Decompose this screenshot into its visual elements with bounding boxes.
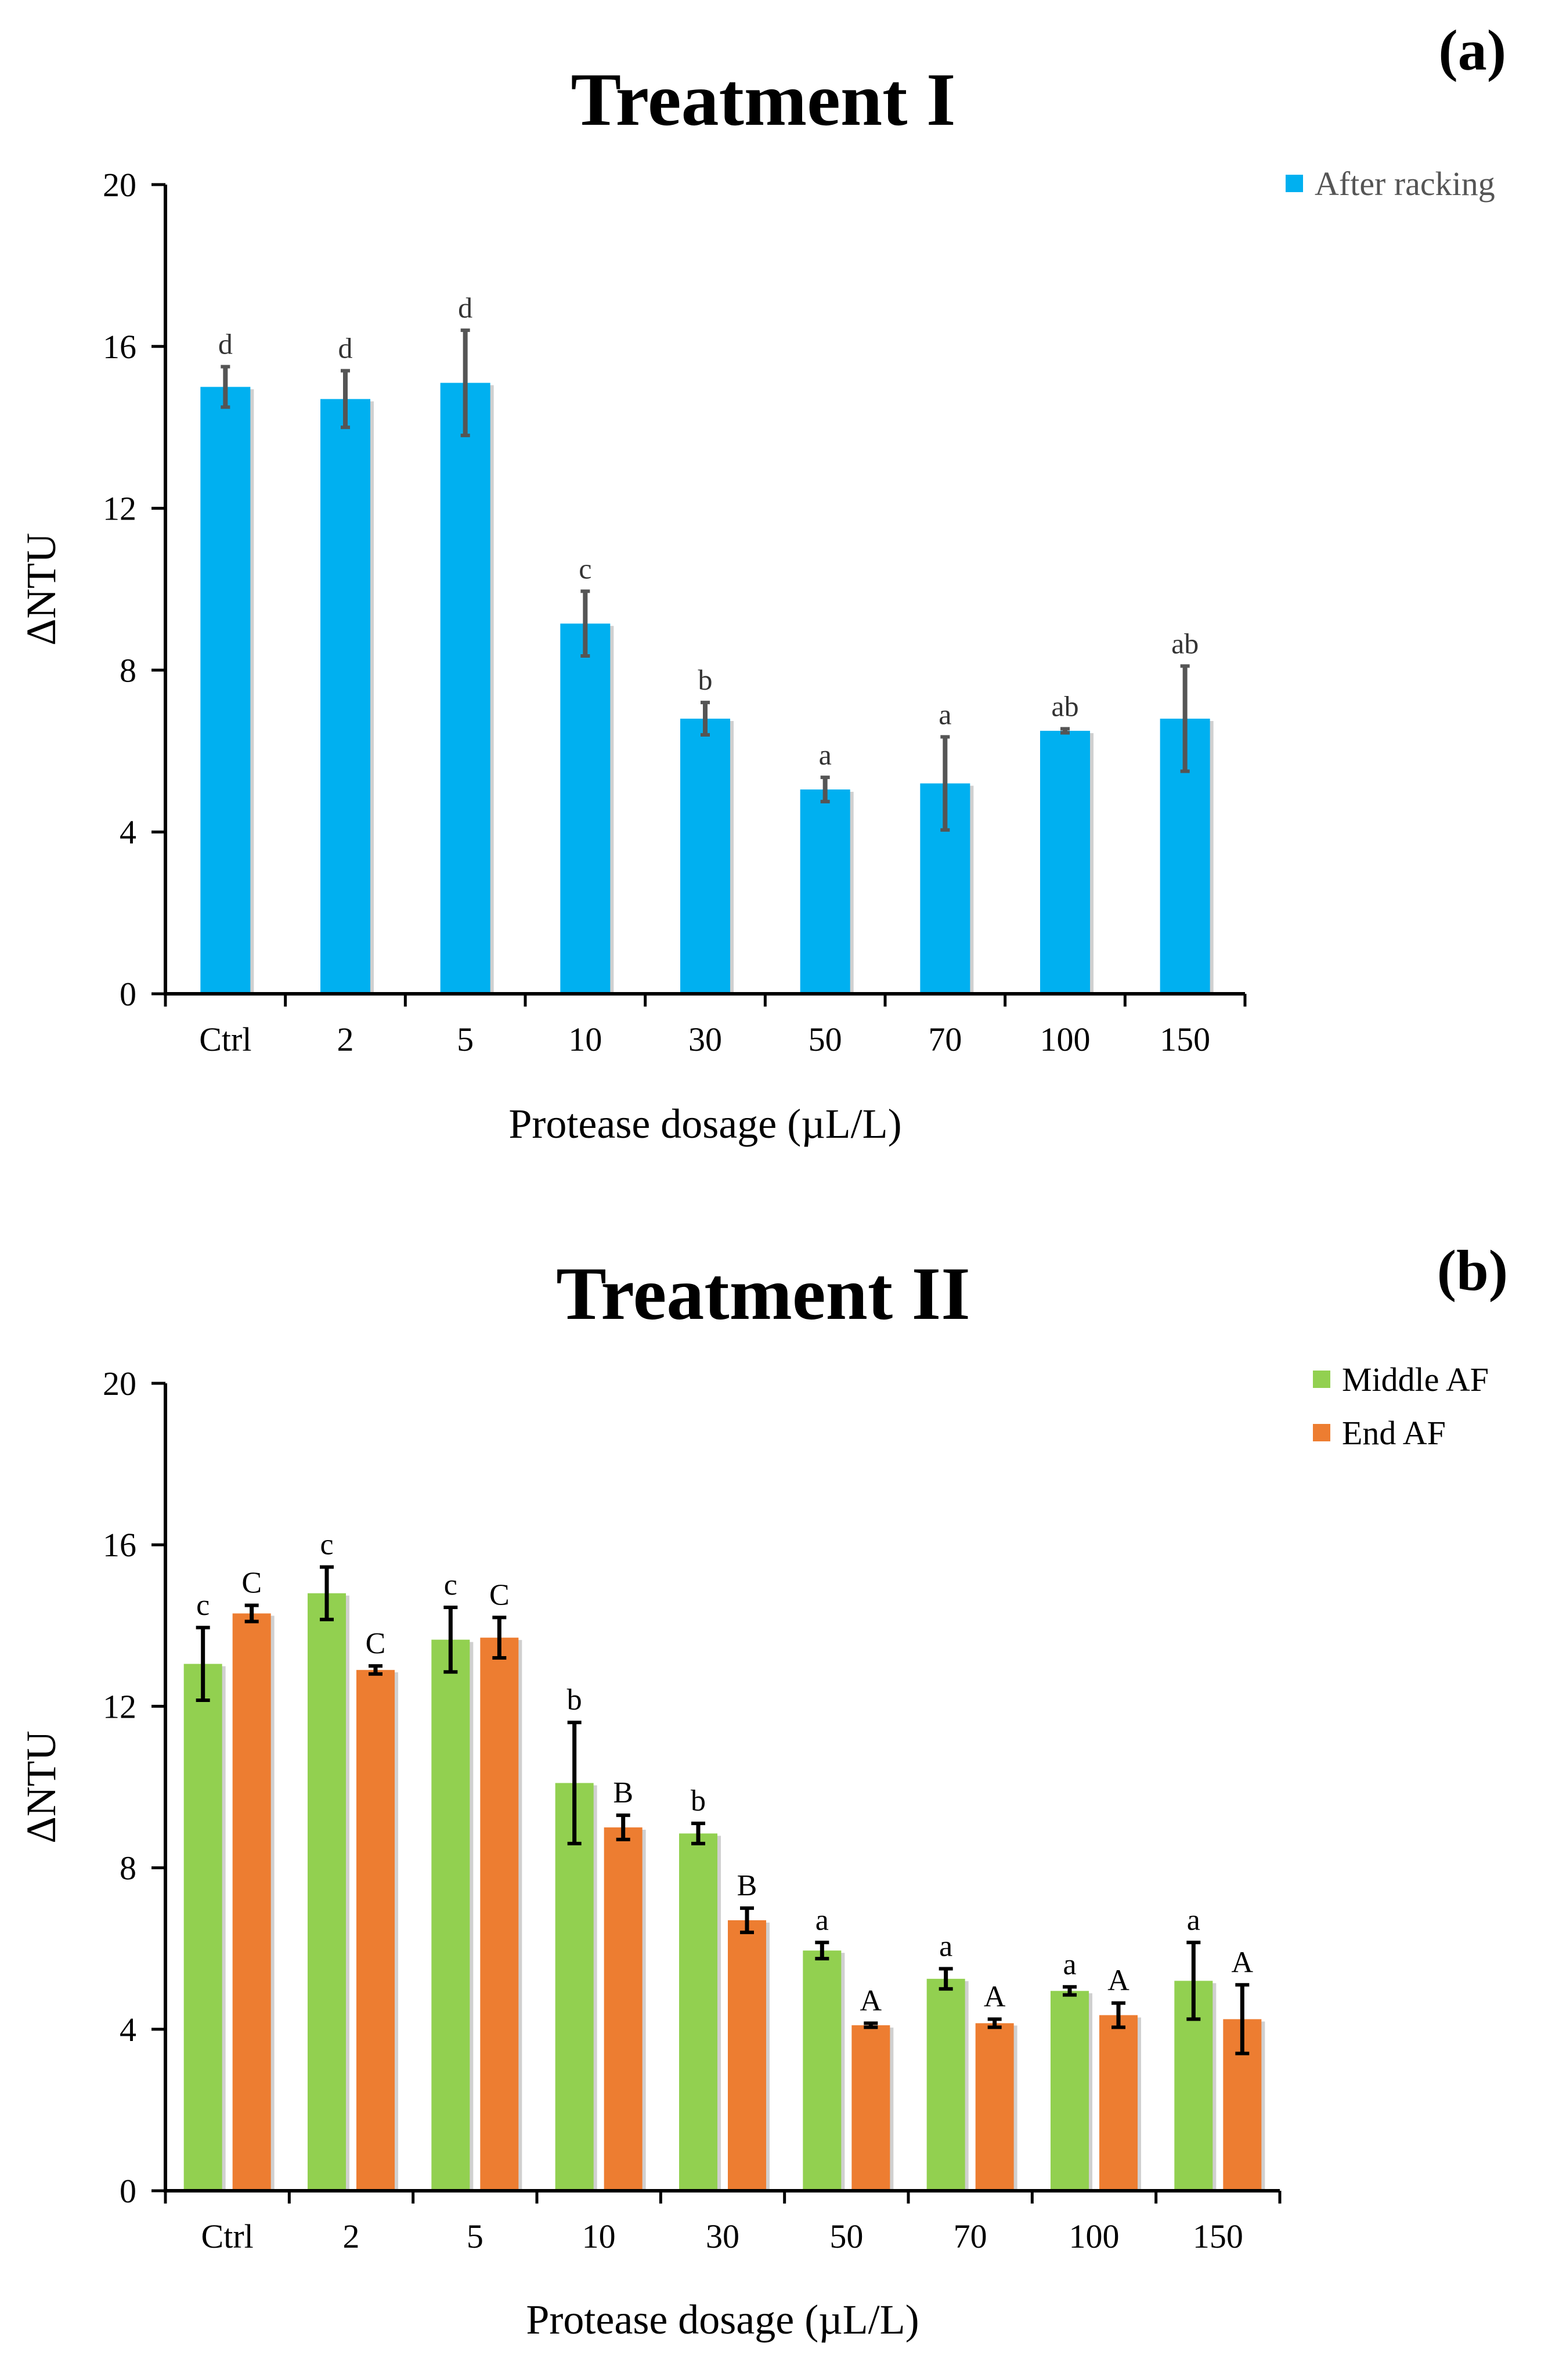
significance-label: b — [698, 663, 713, 696]
y-tick-label: 12 — [103, 1687, 136, 1725]
x-tick-label: Ctrl — [199, 1020, 251, 1058]
panel-label: (a) — [1438, 18, 1506, 82]
significance-label: ab — [1171, 627, 1199, 659]
significance-label: A — [1107, 1964, 1129, 1997]
x-tick-label: 150 — [1193, 2217, 1243, 2255]
legend-label: After racking — [1315, 165, 1495, 203]
bar — [308, 1593, 346, 2191]
y-tick-label: 16 — [103, 328, 136, 366]
bar — [356, 1669, 395, 2191]
significance-label: ab — [1051, 690, 1078, 722]
significance-label: c — [320, 1528, 333, 1561]
significance-label: d — [218, 328, 233, 360]
significance-label: a — [939, 698, 951, 730]
bar — [200, 387, 251, 994]
significance-label: a — [1063, 1948, 1076, 1981]
significance-label: B — [613, 1776, 633, 1809]
bar — [679, 1833, 717, 2191]
x-tick-label: 50 — [809, 1020, 842, 1058]
bar — [431, 1639, 470, 2191]
bar — [604, 1827, 643, 2191]
bar — [560, 623, 611, 994]
x-tick-label: 10 — [568, 1020, 602, 1058]
y-tick-label: 4 — [120, 813, 136, 851]
x-tick-label: 100 — [1069, 2217, 1120, 2255]
x-axis-label: Protease dosage (µL/L) — [526, 2296, 919, 2343]
bar — [1040, 730, 1090, 994]
y-tick-label: 8 — [120, 651, 136, 689]
significance-label: a — [1187, 1903, 1200, 1937]
significance-label: B — [737, 1869, 757, 1902]
panel-label: (b) — [1437, 1238, 1508, 1303]
y-tick-label: 0 — [120, 2172, 136, 2210]
bar — [680, 719, 730, 994]
significance-label: c — [579, 552, 591, 585]
significance-label: C — [366, 1627, 386, 1660]
significance-label: a — [939, 1930, 952, 1963]
legend-swatch — [1286, 175, 1303, 192]
y-tick-label: 20 — [103, 166, 136, 204]
x-tick-label: 5 — [457, 1020, 474, 1058]
y-tick-label: 8 — [120, 1849, 136, 1887]
panel-b: Treatment II (b) c c c b b a a a a C C C B B A A A A 0 4 8 12 16… — [18, 1238, 1508, 2343]
legend-label: End AF — [1342, 1414, 1446, 1452]
significance-label: A — [984, 1980, 1006, 2013]
bar — [555, 1783, 594, 2191]
x-tick-label: 5 — [467, 2217, 483, 2255]
x-tick-label: 70 — [928, 1020, 962, 1058]
significance-label: A — [860, 1984, 882, 2017]
bar — [728, 1920, 766, 2191]
significance-label: d — [338, 332, 353, 365]
significance-label: a — [819, 738, 832, 771]
legend-swatch — [1313, 1424, 1330, 1441]
bar — [803, 1950, 842, 2191]
legend-swatch — [1313, 1371, 1330, 1388]
bar — [320, 399, 370, 994]
x-tick-label: 30 — [688, 1020, 722, 1058]
y-axis-label: ΔNTU — [18, 1730, 64, 1843]
x-tick-label: 2 — [337, 1020, 354, 1058]
significance-label: c — [196, 1589, 210, 1622]
significance-label: C — [241, 1567, 262, 1600]
y-tick-label: 0 — [120, 975, 136, 1013]
chart-title: Treatment I — [571, 58, 955, 142]
bar — [975, 2023, 1014, 2191]
significance-label: a — [815, 1903, 829, 1937]
bar — [480, 1638, 519, 2191]
bar — [183, 1664, 222, 2191]
significance-label: c — [444, 1568, 457, 1602]
panel-a: Treatment I (a) d d d c b a a ab ab 0 4 8 12 16 20 Ctrl 2 5… — [18, 18, 1506, 1147]
bar — [800, 789, 850, 994]
bar — [232, 1613, 271, 2191]
x-tick-label: 150 — [1160, 1020, 1210, 1058]
bar — [1099, 2015, 1138, 2191]
y-tick-label: 4 — [120, 2011, 136, 2049]
y-tick-label: 20 — [103, 1365, 136, 1402]
y-tick-label: 12 — [103, 490, 136, 528]
x-axis-label: Protease dosage (µL/L) — [508, 1101, 901, 1147]
significance-label: C — [489, 1578, 510, 1611]
x-tick-label: 2 — [343, 2217, 360, 2255]
y-tick-label: 16 — [103, 1526, 136, 1564]
x-tick-label: 50 — [829, 2217, 863, 2255]
x-tick-label: 30 — [706, 2217, 739, 2255]
bar — [1051, 1990, 1089, 2191]
x-tick-label: Ctrl — [201, 2217, 254, 2255]
significance-label: b — [691, 1784, 706, 1818]
chart-title: Treatment II — [556, 1252, 970, 1336]
bar — [926, 1978, 965, 2191]
significance-label: d — [458, 291, 472, 324]
bar — [440, 383, 490, 994]
x-tick-label: 10 — [582, 2217, 616, 2255]
bar — [851, 2025, 890, 2191]
legend-label: Middle AF — [1342, 1361, 1489, 1398]
significance-label: A — [1232, 1946, 1254, 1979]
x-tick-label: 70 — [954, 2217, 987, 2255]
significance-label: b — [567, 1683, 582, 1717]
y-axis-label: ΔNTU — [18, 533, 64, 646]
x-tick-label: 100 — [1040, 1020, 1091, 1058]
